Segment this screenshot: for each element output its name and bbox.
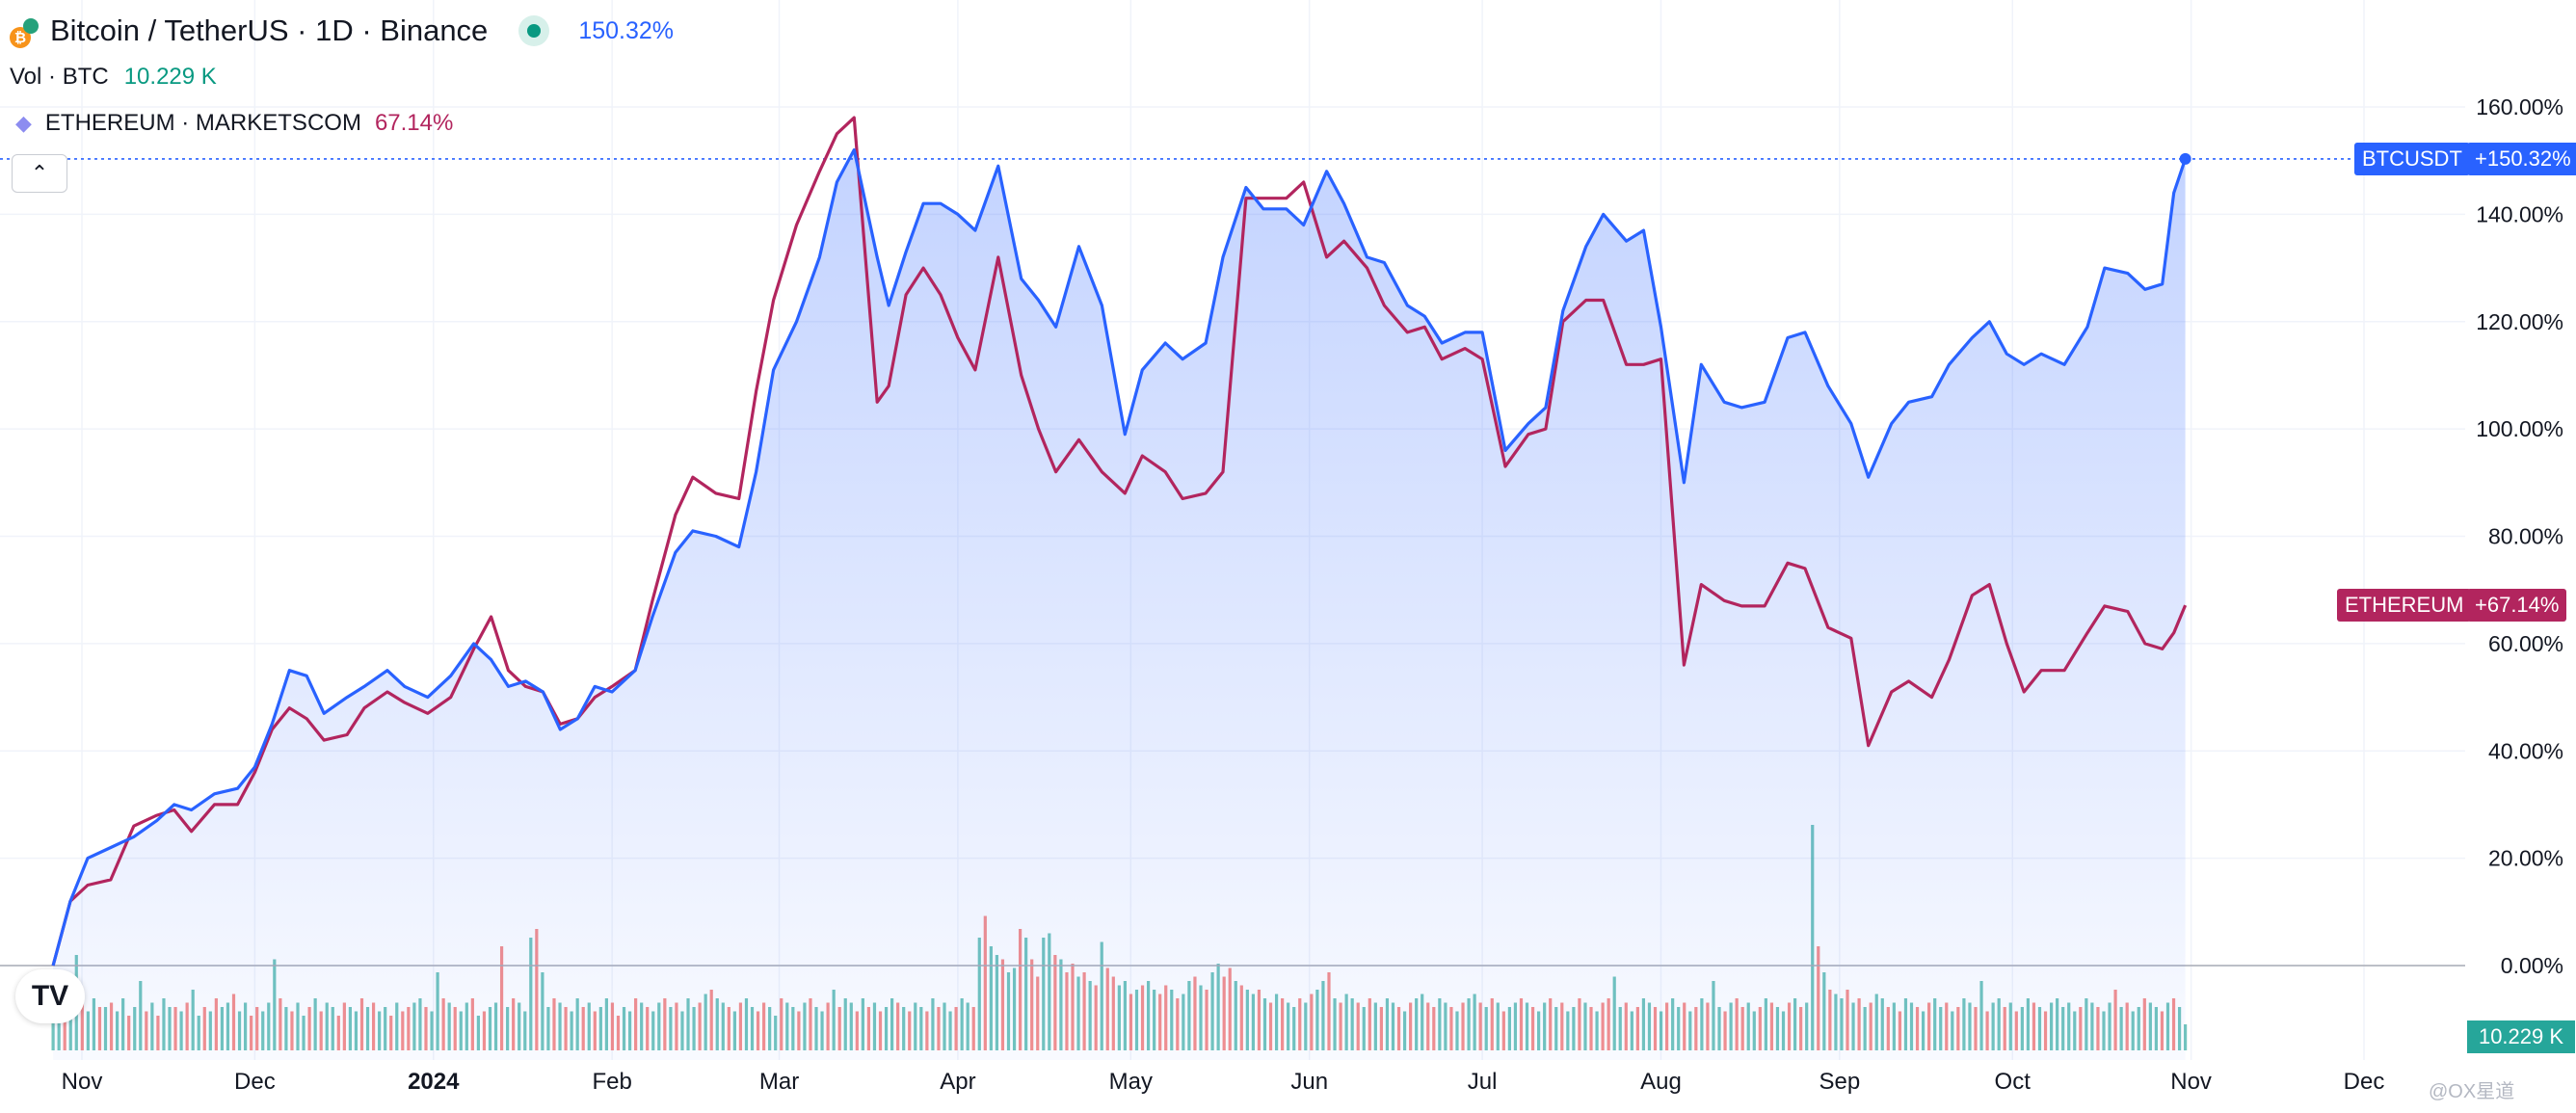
legend-main[interactable]: ₿ Bitcoin / TetherUS · 1D · Binance 150.…	[10, 13, 674, 48]
volume-value: 10.229 K	[123, 64, 217, 90]
volume-bar	[2184, 1024, 2188, 1050]
symbol-change: 150.32%	[578, 16, 675, 44]
x-tick-label: Nov	[2170, 1069, 2212, 1095]
collapse-legend-button[interactable]: ⌃	[12, 154, 67, 193]
btc-series-line	[51, 147, 2188, 967]
tradingview-logo[interactable]: TV	[15, 969, 85, 1023]
watermark: @OX星道	[2429, 1081, 2515, 1102]
y-tick-label: 20.00%	[2488, 846, 2563, 871]
volume-label: Vol · BTC	[10, 64, 109, 90]
btc-axis-label: BTCUSDT	[2354, 142, 2470, 175]
volume-axis-value: 10.229 K	[2467, 1020, 2575, 1053]
legend-compare[interactable]: ◆ ETHEREUM · MARKETSCOM 67.14%	[10, 110, 453, 137]
eth-series-line	[51, 116, 2188, 967]
ethereum-icon: ◆	[15, 111, 32, 135]
x-tick-label: Aug	[1640, 1069, 1682, 1095]
btc-area-fill	[53, 149, 2186, 1060]
y-tick-label: 40.00%	[2488, 738, 2563, 763]
y-tick-label: 60.00%	[2488, 631, 2563, 656]
x-tick-label: Nov	[62, 1069, 103, 1095]
y-axis: 0.00% 20.00% 40.00% 60.00% 80.00% 100.00% 120.…	[2476, 94, 2563, 978]
x-tick-label: Oct	[1995, 1069, 2032, 1095]
x-tick-label: Jun	[1290, 1069, 1328, 1095]
compare-symbol[interactable]: ETHEREUM · MARKETSCOM	[44, 110, 361, 136]
x-tick-label: May	[1109, 1069, 1153, 1095]
y-tick-label: 80.00%	[2488, 524, 2563, 549]
eth-axis-value: +67.14%	[2467, 589, 2567, 623]
symbol-title[interactable]: Bitcoin / TetherUS · 1D · Binance	[50, 13, 489, 47]
y-tick-label: 0.00%	[2501, 953, 2563, 978]
x-tick-label: Apr	[940, 1069, 975, 1095]
y-tick-label: 140.00%	[2476, 201, 2563, 226]
x-tick-label: Mar	[759, 1069, 799, 1095]
tradingview-logo-icon: TV	[31, 980, 69, 1012]
x-tick-label: Jul	[1468, 1069, 1498, 1095]
y-tick-label: 120.00%	[2476, 309, 2563, 334]
y-tick-label: 160.00%	[2476, 94, 2563, 119]
x-axis: Nov Dec 2024 Feb Mar Apr May Jun Jul Aug Sep Oct Nov…	[62, 1069, 2385, 1095]
eth-axis-label: ETHEREUM	[2337, 589, 2472, 623]
y-tick-label: 100.00%	[2476, 416, 2563, 441]
x-tick-label: Sep	[1819, 1069, 1860, 1095]
x-tick-label: Dec	[234, 1069, 276, 1095]
compare-change: 67.14%	[374, 110, 454, 136]
market-open-icon	[518, 15, 550, 46]
x-tick-label: 2024	[408, 1069, 460, 1095]
chevron-up-icon: ⌃	[30, 161, 49, 185]
tether-icon	[23, 18, 39, 34]
x-tick-label: Dec	[2344, 1069, 2385, 1095]
x-tick-label: Feb	[592, 1069, 631, 1095]
btc-last-point	[2179, 152, 2191, 165]
legend-volume[interactable]: Vol · BTC 10.229 K	[10, 64, 217, 91]
btc-axis-value: +150.32%	[2467, 142, 2576, 175]
